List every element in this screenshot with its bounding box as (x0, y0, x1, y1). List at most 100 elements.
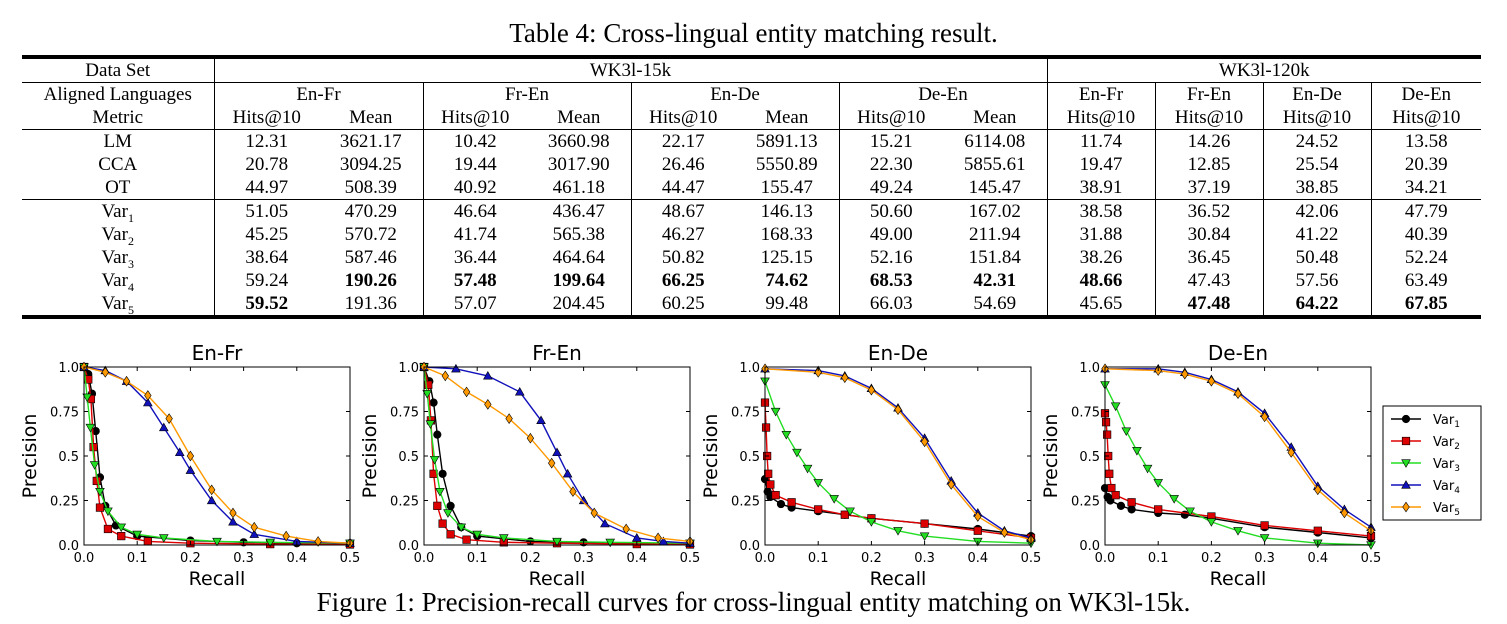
data-point (89, 461, 100, 470)
x-tick-label: 0.2 (180, 551, 201, 566)
x-tick-label: 0.2 (520, 551, 541, 566)
data-point (462, 386, 471, 398)
series-line (764, 402, 1032, 539)
result-cell: 47.43 (1154, 269, 1264, 292)
x-tick-label: 0.5 (1361, 551, 1382, 566)
data-point (893, 527, 903, 536)
data-point (841, 372, 849, 384)
data-point (165, 413, 173, 424)
result-cell: 20.78 (213, 153, 319, 176)
result-cell: 37.19 (1154, 176, 1264, 200)
y-tick-label: 0.75 (731, 406, 760, 421)
result-cell: 3017.90 (547, 154, 610, 175)
series-var4 (79, 362, 355, 547)
x-tick-label: 0.0 (1095, 551, 1116, 566)
data-point (425, 420, 436, 429)
x-tick-label: 0.3 (573, 551, 594, 566)
result-cell: 50.82 (630, 246, 735, 269)
data-point (894, 404, 902, 416)
y-tick-label: 0.75 (1071, 406, 1100, 421)
result-cell: 587.46 (344, 247, 397, 268)
series-var2 (79, 362, 355, 549)
result-cell: 48.66 (1046, 269, 1156, 292)
result-cell: 12.85 (1154, 153, 1264, 176)
data-point (185, 465, 196, 474)
plot-title: Fr-En (532, 341, 582, 365)
data-point (429, 398, 438, 407)
result-cell: 67.85 (1370, 292, 1482, 319)
result-cell: 204.45 (527, 292, 631, 319)
table-row: CCA 20.78 3094.25 19.44 3017.90 26.46 5550.89 2… (22, 153, 1482, 176)
data-point (1181, 368, 1189, 380)
series-var5 (1101, 363, 1375, 537)
result-cell: 508.39 (344, 177, 397, 198)
series-var4 (419, 362, 695, 547)
legend-label: Var4 (1433, 479, 1460, 496)
result-cell: 19.47 (1046, 153, 1156, 176)
data-point (973, 526, 982, 535)
result-cell: 41.22 (1262, 223, 1372, 246)
series-line (83, 366, 351, 546)
series-var5 (420, 361, 694, 547)
data-point (446, 501, 455, 510)
data-point (787, 498, 796, 507)
lang-15k: De-En (838, 82, 1048, 106)
result-cell: 38.26 (1046, 246, 1156, 269)
result-cell: 6114.08 (943, 129, 1048, 153)
data-point (174, 447, 185, 457)
data-point (441, 370, 449, 382)
method-name: Var2 (101, 224, 134, 248)
result-cell: 125.15 (760, 247, 813, 268)
result-cell: 38.91 (1046, 176, 1156, 200)
x-tick-label: 0.1 (467, 551, 488, 566)
result-cell: 146.13 (735, 199, 839, 223)
data-point (1260, 411, 1269, 423)
y-axis-label: Precision (700, 414, 722, 499)
data-point (1116, 501, 1126, 510)
y-axis-label: Precision (1040, 414, 1062, 499)
series-line (764, 368, 1032, 539)
series-line (83, 366, 351, 544)
method-name: CCA (98, 154, 138, 175)
result-cell: 19.44 (422, 153, 527, 176)
result-cell: 66.03 (838, 292, 943, 319)
table-row: LM 12.31 3621.17 10.42 3660.98 22.17 5891.13 15… (22, 129, 1482, 153)
result-cell: 191.36 (319, 292, 423, 319)
data-point (974, 511, 982, 522)
metric-hits: Hits@10 (838, 106, 943, 130)
data-point (1314, 484, 1322, 496)
data-point (920, 436, 929, 448)
data-point (1127, 505, 1136, 514)
method-name: OT (105, 177, 131, 198)
data-point (1105, 469, 1114, 478)
result-cell: 3660.98 (527, 129, 631, 153)
result-cell: 66.25 (630, 269, 735, 292)
series-line (423, 366, 691, 544)
result-cell: 461.18 (552, 177, 605, 198)
data-point (1260, 521, 1269, 530)
y-tick-label: 1.0 (739, 361, 760, 376)
data-point (845, 507, 855, 517)
lang-15k: En-De (630, 82, 839, 106)
metric-hits: Hits@10 (1154, 106, 1264, 130)
header-row-dataset: Data Set WK3l-15k WK3l-120k (22, 55, 1482, 83)
data-point (422, 390, 433, 399)
group-120k: WK3l-120k (1046, 55, 1482, 83)
data-point (771, 491, 780, 500)
plot-title: En-Fr (192, 341, 244, 365)
plot-frame (83, 366, 351, 546)
data-point (95, 488, 105, 497)
x-tick-label: 0.1 (808, 551, 829, 566)
y-tick-label: 0.0 (398, 539, 419, 554)
data-point (103, 507, 113, 517)
data-point (250, 521, 258, 533)
result-cell: 49.24 (838, 176, 943, 200)
x-tick-label: 0.0 (755, 551, 776, 566)
table-row: OT 44.97 508.39 40.92 461.18 44.47 155.47 49.24… (22, 176, 1482, 200)
series-line (1105, 368, 1372, 528)
result-cell: 47.79 (1370, 199, 1482, 223)
metric-mean: Mean (973, 107, 1017, 128)
result-cell: 199.64 (552, 270, 605, 291)
lang-120k: Fr-En (1154, 82, 1264, 106)
result-cell: 49.00 (838, 223, 943, 246)
